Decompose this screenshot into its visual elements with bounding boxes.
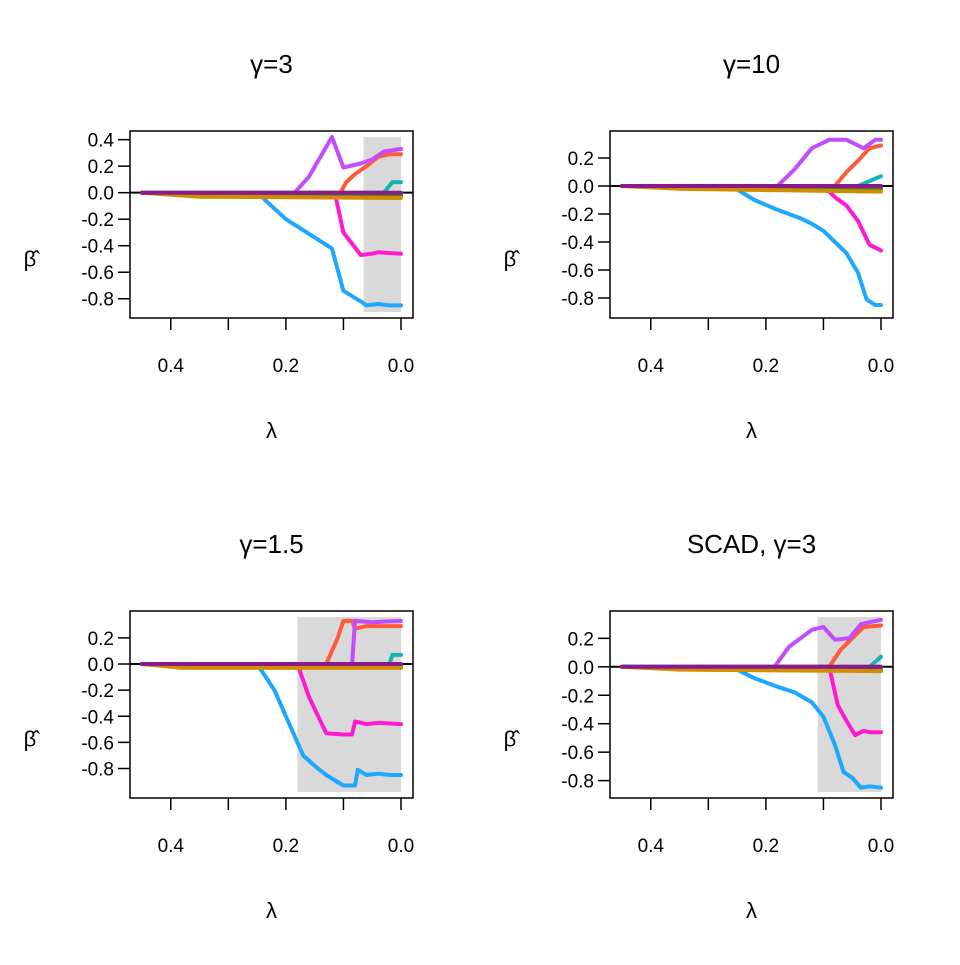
y-tick-label: 0.2 [88,629,114,650]
y-tick-label: 0.0 [88,184,114,205]
x-tick-label: 0.0 [388,356,414,377]
y-tick-label: -0.6 [561,261,594,282]
x-axis-label: λ [266,418,277,443]
y-tick-label: -0.4 [81,237,114,258]
y-axis-label: β̂ [24,727,41,752]
x-tick-label: 0.2 [273,356,299,377]
x-axis-label: λ [266,898,277,923]
y-tick-label: 0.0 [568,177,594,198]
y-tick-label: -0.6 [561,743,594,764]
x-tick-label: 0.4 [638,836,665,857]
y-axis-label: β̂ [504,247,521,272]
panel-4: 0.4 0.2 0.0 0.2 0.0 -0.2 -0.4 -0.6 -0.8 SCAD, γ=3… [504,529,895,923]
y-axis-label: β̂ [24,247,41,272]
y-axis-label: β̂ [504,727,521,752]
x-axis-label: λ [746,418,757,443]
y-tick-label: -0.2 [81,210,114,231]
y-tick-label: -0.8 [81,759,114,780]
series-line-2 [140,662,403,737]
series-line-3 [140,152,403,195]
series-line-3 [140,618,403,666]
series-line-2 [140,190,403,257]
panel-2: 0.4 0.2 0.0 0.2 0.0 -0.2 -0.4 -0.6 -0.8 γ=10 λ β̂ [504,49,895,443]
y-tick-label: 0.2 [568,149,594,170]
x-tick-label: 0.0 [868,836,894,857]
y-tick-label: -0.8 [561,772,594,793]
series-line-4 [620,617,883,669]
y-tick-label: -0.6 [81,263,114,284]
y-tick-label: 0.4 [88,131,115,152]
x-tick-label: 0.2 [753,836,779,857]
series-line-3 [620,143,883,188]
x-tick-label: 0.4 [158,356,185,377]
panel-3: 0.4 0.2 0.0 0.2 0.0 -0.2 -0.4 -0.6 -0.8 γ=1.5 λ β̂ [24,529,415,923]
plot-frame [129,130,414,319]
plot-frame [129,610,414,799]
chart-title: γ=3 [250,49,293,79]
panel-1: 0.4 0.2 0.0 0.4 0.2 0.0 -0.2 -0.4 -0.6 -0.8 γ=3 λ β̂ [24,49,415,443]
y-tick-label: 0.2 [568,629,594,650]
x-tick-label: 0.2 [753,356,779,377]
y-tick-label: -0.4 [81,707,114,728]
y-tick-label: 0.2 [88,157,114,178]
plot-frame [609,610,894,799]
series-line-1 [620,184,883,307]
series-line-4 [140,135,403,195]
y-tick-label: 0.0 [88,655,114,676]
chart-title: γ=10 [723,49,780,79]
y-tick-label: -0.8 [561,289,594,310]
x-axis-label: λ [746,898,757,923]
y-tick-label: -0.2 [561,686,594,707]
y-tick-label: 0.0 [568,658,594,679]
x-tick-label: 0.4 [158,836,185,857]
chart-title: SCAD, γ=3 [687,529,816,559]
series-line-1 [620,664,883,790]
y-tick-label: -0.2 [81,681,114,702]
x-tick-label: 0.0 [868,356,894,377]
y-tick-label: -0.2 [561,205,594,226]
chart-title: γ=1.5 [239,529,303,559]
shaded-region [817,617,881,792]
x-tick-label: 0.2 [273,836,299,857]
plot-frame [609,130,894,319]
shaded-region [363,137,401,312]
y-tick-label: -0.4 [561,233,594,254]
x-tick-label: 0.0 [388,836,414,857]
y-tick-label: -0.8 [81,290,114,311]
series-line-2 [620,664,883,738]
y-tick-label: -0.6 [81,733,114,754]
series-line-2 [620,184,883,253]
x-tick-label: 0.4 [638,356,665,377]
y-tick-label: -0.4 [561,715,594,736]
series-line-1 [140,662,403,788]
series-line-1 [140,190,403,308]
series-line-4 [620,137,883,188]
